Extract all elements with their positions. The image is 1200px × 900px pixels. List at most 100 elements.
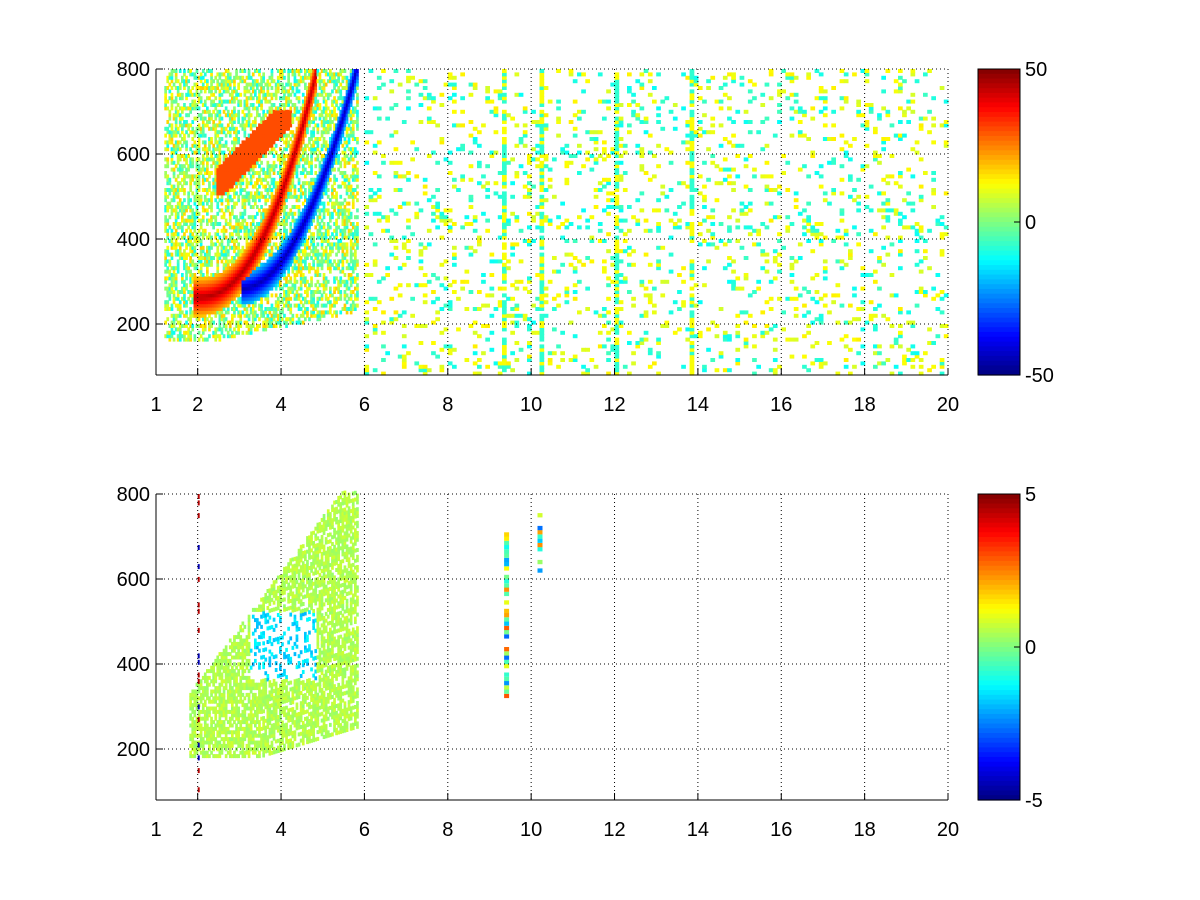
heatmap-cell xyxy=(216,164,220,169)
heatmap-cell xyxy=(254,120,257,124)
heatmap-cell xyxy=(291,147,295,152)
heatmap-cell xyxy=(266,123,270,128)
heatmap-cell xyxy=(233,126,236,131)
heatmap-cell xyxy=(297,205,301,209)
heatmap-cell xyxy=(281,184,284,189)
heatmap-cell xyxy=(372,106,378,111)
heatmap-cell xyxy=(316,194,320,199)
heatmap-cell xyxy=(264,137,268,141)
heatmap-cell xyxy=(243,113,247,118)
heatmap-cell xyxy=(245,330,249,335)
heatmap-cell xyxy=(203,286,207,291)
heatmap-cell xyxy=(262,283,265,288)
heatmap-cell xyxy=(201,181,205,186)
heatmap-cell xyxy=(266,317,270,322)
heatmap-cell xyxy=(231,273,234,277)
heatmap-cell xyxy=(233,201,236,206)
heatmap-cell xyxy=(233,279,236,284)
heatmap-cell xyxy=(349,194,353,199)
heatmap-cell xyxy=(251,307,255,311)
heatmap-cell xyxy=(468,198,474,203)
heatmap-cell xyxy=(270,313,274,318)
heatmap-cell xyxy=(310,137,313,141)
heatmap-cell xyxy=(224,75,228,80)
heatmap-cell xyxy=(247,232,251,237)
heatmap-cell xyxy=(185,222,188,226)
heatmap-cell xyxy=(201,215,205,220)
heatmap-cell xyxy=(237,113,240,118)
heatmap-cell xyxy=(247,313,251,318)
heatmap-cell xyxy=(243,164,247,169)
heatmap-cell xyxy=(295,198,299,203)
heatmap-cell xyxy=(324,259,328,264)
heatmap-cell xyxy=(337,126,340,131)
heatmap-cell xyxy=(183,300,186,305)
heatmap-cell xyxy=(249,205,253,209)
heatmap-cell xyxy=(247,109,251,114)
heatmap-cell xyxy=(216,232,220,237)
heatmap-cell xyxy=(276,106,280,111)
heatmap-cell xyxy=(224,222,228,226)
heatmap-cell xyxy=(310,256,313,260)
heatmap-cell xyxy=(262,150,265,155)
heatmap-cell xyxy=(243,154,247,158)
heatmap-cell xyxy=(260,296,263,301)
heatmap-cell xyxy=(322,286,326,291)
heatmap-cell xyxy=(335,252,338,257)
heatmap-cell xyxy=(281,252,284,257)
heatmap-cell xyxy=(339,103,343,107)
heatmap-cell xyxy=(281,174,284,179)
heatmap-cell xyxy=(231,188,234,192)
heatmap-cell xyxy=(218,164,222,169)
heatmap-cell xyxy=(401,245,407,250)
heatmap-cell xyxy=(222,184,226,189)
heatmap-cell xyxy=(331,262,334,267)
heatmap-cell xyxy=(393,317,399,322)
heatmap-cell xyxy=(233,259,236,264)
heatmap-cell xyxy=(264,269,268,274)
heatmap-cell xyxy=(270,218,274,223)
heatmap-cell xyxy=(218,150,222,155)
heatmap-cell xyxy=(208,143,211,148)
heatmap-cell xyxy=(272,109,276,114)
heatmap-cell xyxy=(431,290,436,294)
heatmap-cell xyxy=(178,242,182,247)
heatmap-cell xyxy=(472,249,478,254)
heatmap-cell xyxy=(166,290,170,294)
heatmap-cell xyxy=(231,269,234,274)
heatmap-cell xyxy=(324,296,328,301)
heatmap-cell xyxy=(251,123,255,128)
heatmap-cell xyxy=(187,167,190,172)
heatmap-cell xyxy=(174,75,178,80)
heatmap-cell xyxy=(254,201,257,206)
heatmap-cell xyxy=(283,259,286,264)
heatmap-cell xyxy=(281,133,284,138)
heatmap-cell xyxy=(301,116,305,121)
heatmap-cell xyxy=(337,79,340,84)
heatmap-cell xyxy=(187,133,190,138)
heatmap-cell xyxy=(203,89,207,94)
heatmap-cell xyxy=(164,126,167,131)
heatmap-cell xyxy=(241,126,245,131)
heatmap-cell xyxy=(468,133,474,138)
heatmap-cell xyxy=(203,296,207,301)
heatmap-cell xyxy=(345,103,349,107)
heatmap-cell xyxy=(376,279,382,284)
heatmap-cell xyxy=(174,232,178,237)
heatmap-cell xyxy=(245,286,249,291)
heatmap-cell xyxy=(245,154,249,158)
heatmap-cell xyxy=(268,286,272,291)
heatmap-cell xyxy=(268,317,272,322)
heatmap-cell xyxy=(320,225,324,230)
heatmap-cell xyxy=(351,177,355,182)
heatmap-cell xyxy=(243,218,247,223)
heatmap-cell xyxy=(201,167,205,172)
heatmap-cell xyxy=(310,103,313,107)
heatmap-cell xyxy=(414,201,420,206)
heatmap-cell xyxy=(214,242,218,247)
heatmap-cell xyxy=(270,103,274,107)
heatmap-cell xyxy=(251,137,255,141)
heatmap-cell xyxy=(285,82,288,87)
heatmap-cell xyxy=(422,300,428,305)
heatmap-cell xyxy=(299,123,303,128)
